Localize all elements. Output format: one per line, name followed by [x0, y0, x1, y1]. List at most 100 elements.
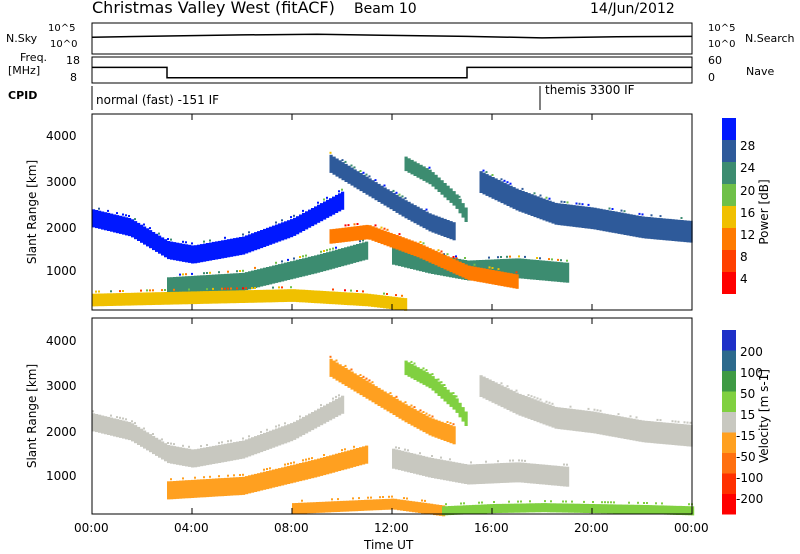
- power-cell: [464, 264, 468, 279]
- velocity-cell: [419, 368, 423, 384]
- velocity-cell: [329, 355, 332, 358]
- velocity-cell: [518, 393, 522, 416]
- velocity-cell: [536, 464, 540, 484]
- velocity-cell: [263, 471, 267, 490]
- velocity-cell: [515, 462, 519, 483]
- velocity-cell: [634, 504, 638, 514]
- power-cell: [377, 294, 381, 308]
- velocity-cell: [446, 460, 450, 481]
- power-cell: [185, 273, 187, 276]
- power-cell: [281, 219, 283, 222]
- power-cell: [422, 166, 426, 181]
- power-cell: [377, 228, 381, 243]
- power-cell: [350, 167, 354, 186]
- power-cell: [530, 259, 534, 280]
- power-cell: [302, 255, 304, 258]
- velocity-ytick: 3000: [46, 379, 77, 393]
- power-cell: [320, 250, 322, 253]
- power-cell: [689, 220, 693, 243]
- velocity-cell: [137, 426, 141, 445]
- velocity-cell: [212, 445, 216, 464]
- velocity-cell: [521, 462, 525, 483]
- power-cell: [227, 239, 231, 258]
- velocity-cell: [316, 502, 320, 513]
- velocity-cell: [394, 498, 398, 510]
- power-cell: [209, 291, 213, 304]
- power-cell: [386, 293, 388, 295]
- power-cell: [413, 249, 417, 270]
- power-cell: [179, 291, 183, 305]
- power-cell: [509, 185, 513, 208]
- power-cell: [482, 172, 486, 195]
- power-cell: [428, 166, 431, 169]
- power-cell: [248, 231, 250, 234]
- velocity-cell: [269, 467, 271, 470]
- power-cell: [167, 277, 171, 296]
- velocity-cell: [128, 422, 132, 441]
- power-cell: [206, 275, 210, 294]
- velocity-cell: [437, 381, 441, 396]
- velocity-cell: [566, 408, 570, 431]
- velocity-cell: [200, 445, 202, 448]
- power-cell: [407, 158, 411, 173]
- velocity-cell: [592, 501, 594, 503]
- cpid-normal: normal (fast) -151 IF: [96, 93, 220, 107]
- power-cell: [293, 214, 295, 217]
- velocity-cell: [466, 505, 470, 515]
- nsearch-tick-top: 10^5: [708, 23, 736, 34]
- power-cell: [242, 287, 244, 290]
- velocity-cell: [209, 446, 213, 465]
- power-cell: [242, 269, 244, 272]
- power-cell: [224, 236, 226, 239]
- velocity-cell: [580, 503, 584, 513]
- power-cell: [92, 293, 96, 307]
- velocity-cell: [626, 417, 630, 440]
- power-cell: [344, 163, 348, 182]
- date-label: 14/Jun/2012: [590, 1, 675, 17]
- power-cell: [272, 289, 276, 303]
- power-cell: [587, 206, 591, 229]
- power-cell: [371, 294, 375, 307]
- power-cell: [236, 273, 240, 292]
- power-cell: [212, 241, 216, 260]
- power-cell: [512, 273, 516, 289]
- power-cell: [323, 201, 327, 220]
- velocity-cell: [427, 503, 431, 515]
- velocity-cell: [440, 381, 443, 384]
- power-cell: [401, 294, 403, 297]
- velocity-cell: [601, 501, 603, 504]
- velocity-cell: [449, 422, 452, 425]
- velocity-cell: [338, 394, 340, 397]
- power-cell: [362, 242, 366, 261]
- power-cell: [539, 260, 543, 281]
- velocity-cell: [158, 439, 162, 458]
- velocity-cell: [407, 405, 411, 424]
- power-cell: [224, 239, 228, 258]
- power-cell: [614, 211, 618, 234]
- power-cell: [248, 234, 252, 253]
- power-cell: [380, 295, 384, 308]
- velocity-cell: [625, 504, 629, 514]
- power-cell: [407, 248, 411, 269]
- velocity-cell: [230, 477, 234, 496]
- power-cell: [227, 270, 229, 273]
- power-cell: [578, 205, 582, 228]
- velocity-cell: [607, 501, 609, 504]
- power-cell: [155, 292, 159, 305]
- velocity-cell: [188, 480, 192, 499]
- power-colorbar-label: Power [dB]: [757, 179, 771, 245]
- power-cell: [188, 244, 192, 263]
- velocity-cell: [320, 407, 324, 426]
- power-cell: [533, 195, 537, 218]
- velocity-cell: [182, 444, 184, 447]
- velocity-cell: [337, 498, 339, 501]
- power-cell: [254, 266, 256, 269]
- velocity-cell: [539, 401, 543, 424]
- velocity-cell: [508, 500, 510, 503]
- power-cell: [521, 187, 524, 190]
- power-cell: [287, 289, 291, 302]
- velocity-cell: [269, 470, 273, 489]
- power-cell: [629, 214, 633, 237]
- velocity-cell: [487, 504, 491, 514]
- velocity-cell: [575, 409, 579, 432]
